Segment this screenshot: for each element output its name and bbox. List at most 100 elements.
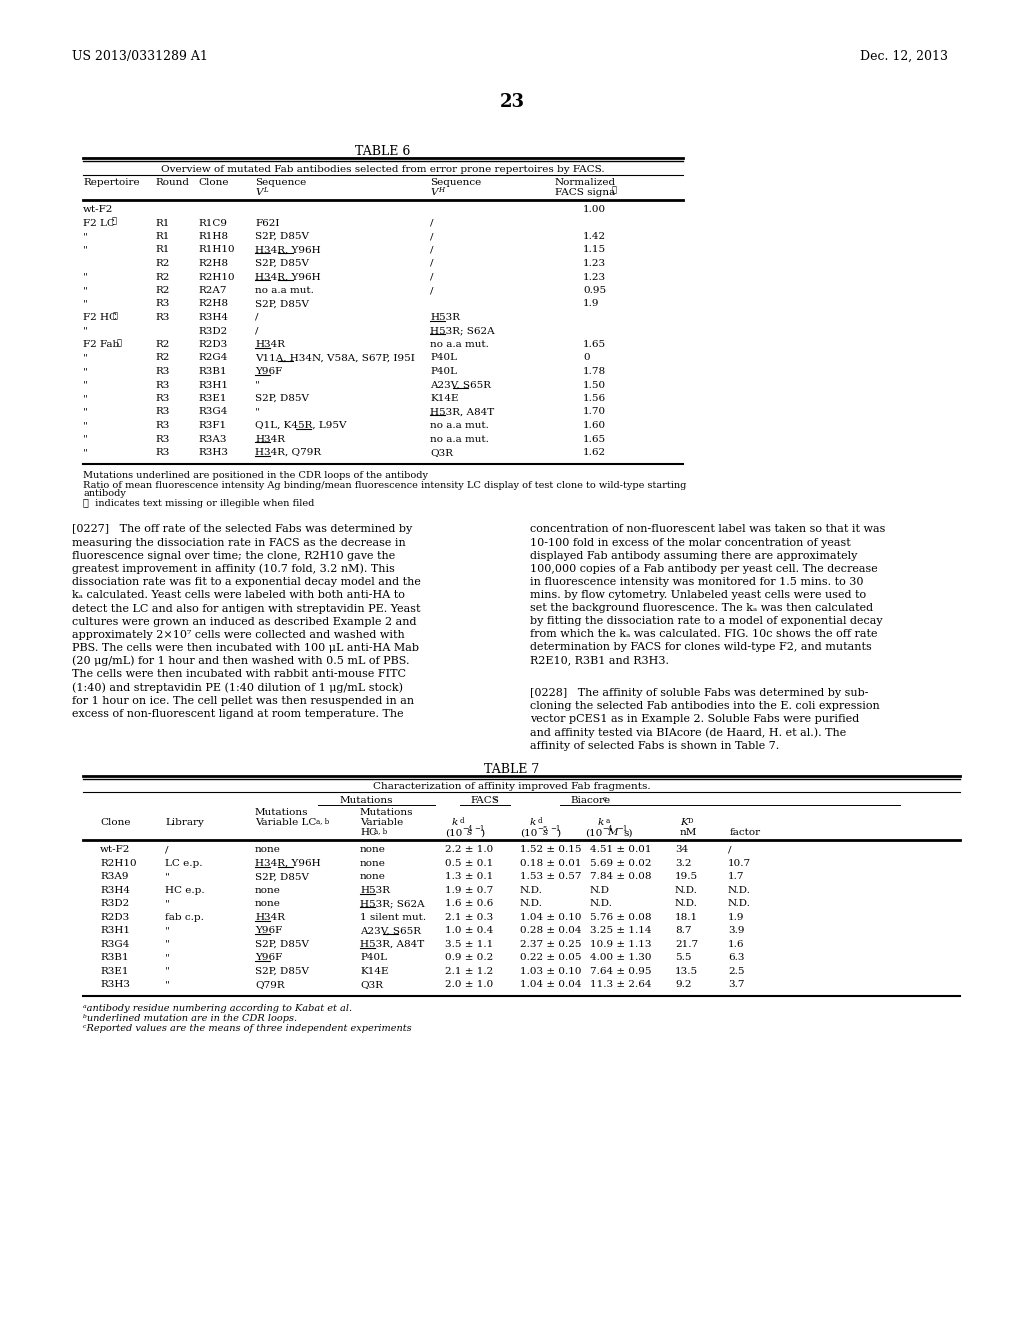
Text: 5.76 ± 0.08: 5.76 ± 0.08 — [590, 912, 651, 921]
Text: 1.62: 1.62 — [583, 447, 606, 457]
Text: c: c — [603, 795, 607, 804]
Text: 3.9: 3.9 — [728, 927, 744, 936]
Text: R3: R3 — [155, 367, 169, 376]
Text: H53R: H53R — [360, 886, 390, 895]
Text: ": " — [83, 354, 88, 363]
Text: −5: −5 — [537, 825, 548, 833]
Text: S2P, D85V: S2P, D85V — [255, 232, 309, 242]
Text: 0.95: 0.95 — [583, 286, 606, 294]
Text: Mutations: Mutations — [255, 808, 308, 817]
Text: R3H1: R3H1 — [198, 380, 228, 389]
Text: 1.9 ± 0.7: 1.9 ± 0.7 — [445, 886, 494, 895]
Text: 4.51 ± 0.01: 4.51 ± 0.01 — [590, 845, 651, 854]
Text: 1.56: 1.56 — [583, 393, 606, 403]
Text: R3H1: R3H1 — [100, 927, 130, 936]
Text: ᵃantibody residue numbering according to Kabat et al.: ᵃantibody residue numbering according to… — [83, 1003, 352, 1012]
Text: 1.03 ± 0.10: 1.03 ± 0.10 — [520, 966, 582, 975]
Text: M: M — [607, 828, 617, 837]
Text: F2 HC: F2 HC — [83, 313, 117, 322]
Text: ): ) — [556, 828, 560, 837]
Text: R2: R2 — [155, 354, 169, 363]
Text: R2H10: R2H10 — [198, 272, 234, 281]
Text: ⓞ: ⓞ — [612, 186, 617, 194]
Text: ": " — [83, 300, 88, 309]
Text: 1.50: 1.50 — [583, 380, 606, 389]
Text: R3: R3 — [155, 300, 169, 309]
Text: 10.9 ± 1.13: 10.9 ± 1.13 — [590, 940, 651, 949]
Text: 1.6: 1.6 — [728, 940, 744, 949]
Text: 2.2 ± 1.0: 2.2 ± 1.0 — [445, 845, 494, 854]
Text: s): s) — [623, 828, 633, 837]
Text: 1.65: 1.65 — [583, 434, 606, 444]
Text: Round: Round — [155, 178, 189, 187]
Text: N.D.: N.D. — [590, 899, 613, 908]
Text: R3G4: R3G4 — [198, 408, 227, 417]
Text: ": " — [83, 447, 88, 457]
Text: Mutations: Mutations — [340, 796, 393, 805]
Text: (10: (10 — [585, 828, 602, 837]
Text: HC: HC — [360, 828, 377, 837]
Text: none: none — [360, 845, 386, 854]
Text: 3.2: 3.2 — [675, 859, 691, 867]
Text: ": " — [83, 421, 88, 430]
Text: ": " — [83, 380, 88, 389]
Text: H53R, A84T: H53R, A84T — [430, 408, 495, 417]
Text: Normalized: Normalized — [555, 178, 616, 187]
Text: /: / — [255, 313, 258, 322]
Text: US 2013/0331289 A1: US 2013/0331289 A1 — [72, 50, 208, 63]
Text: 0.22 ± 0.05: 0.22 ± 0.05 — [520, 953, 582, 962]
Text: H34R: H34R — [255, 341, 285, 348]
Text: ᶜReported values are the means of three independent experiments: ᶜReported values are the means of three … — [83, 1024, 412, 1032]
Text: R1H8: R1H8 — [198, 232, 228, 242]
Text: F2 LC: F2 LC — [83, 219, 115, 227]
Text: ": " — [165, 953, 170, 962]
Text: /: / — [430, 232, 433, 242]
Text: 1.70: 1.70 — [583, 408, 606, 417]
Text: R3H3: R3H3 — [100, 981, 130, 989]
Text: s: s — [543, 828, 549, 837]
Text: [0227]   The off rate of the selected Fabs was determined by
measuring the disso: [0227] The off rate of the selected Fabs… — [72, 524, 421, 719]
Text: 10.7: 10.7 — [728, 859, 752, 867]
Text: R3: R3 — [155, 421, 169, 430]
Text: a, b: a, b — [374, 828, 387, 836]
Text: R2G4: R2G4 — [198, 354, 227, 363]
Text: 19.5: 19.5 — [675, 873, 698, 882]
Text: /: / — [430, 246, 433, 255]
Text: H53R: H53R — [430, 313, 460, 322]
Text: no a.a mut.: no a.a mut. — [430, 434, 488, 444]
Text: R1: R1 — [155, 246, 169, 255]
Text: /: / — [430, 219, 433, 227]
Text: R1H10: R1H10 — [198, 246, 234, 255]
Text: ": " — [83, 246, 88, 255]
Text: 8.7: 8.7 — [675, 927, 691, 936]
Text: F62I: F62I — [255, 219, 280, 227]
Text: N.D.: N.D. — [520, 899, 543, 908]
Text: R2H10: R2H10 — [100, 859, 136, 867]
Text: Q1L, K45R, L95V: Q1L, K45R, L95V — [255, 421, 346, 430]
Text: R3H3: R3H3 — [198, 447, 228, 457]
Text: 2.0 ± 1.0: 2.0 ± 1.0 — [445, 981, 494, 989]
Text: ": " — [83, 393, 88, 403]
Text: a, b: a, b — [316, 817, 330, 825]
Text: H53R; S62A: H53R; S62A — [360, 899, 425, 908]
Text: wt-F2: wt-F2 — [100, 845, 130, 854]
Text: P40L: P40L — [430, 367, 457, 376]
Text: R3: R3 — [155, 380, 169, 389]
Text: H34R, Y96H: H34R, Y96H — [255, 859, 321, 867]
Text: Variable: Variable — [360, 818, 403, 828]
Text: Overview of mutated Fab antibodies selected from error prone repertoires by FACS: Overview of mutated Fab antibodies selec… — [161, 165, 605, 174]
Text: R3B1: R3B1 — [198, 367, 226, 376]
Text: c: c — [494, 795, 498, 804]
Text: N.D.: N.D. — [675, 886, 698, 895]
Text: 1.53 ± 0.57: 1.53 ± 0.57 — [520, 873, 582, 882]
Text: R2H8: R2H8 — [198, 259, 228, 268]
Text: R3A9: R3A9 — [100, 873, 128, 882]
Text: S2P, D85V: S2P, D85V — [255, 873, 309, 882]
Text: R2: R2 — [155, 286, 169, 294]
Text: Mutations: Mutations — [360, 808, 414, 817]
Text: R3D2: R3D2 — [198, 326, 227, 335]
Text: ": " — [165, 873, 170, 882]
Text: K: K — [680, 818, 688, 828]
Text: R3: R3 — [155, 447, 169, 457]
Text: D: D — [688, 817, 693, 825]
